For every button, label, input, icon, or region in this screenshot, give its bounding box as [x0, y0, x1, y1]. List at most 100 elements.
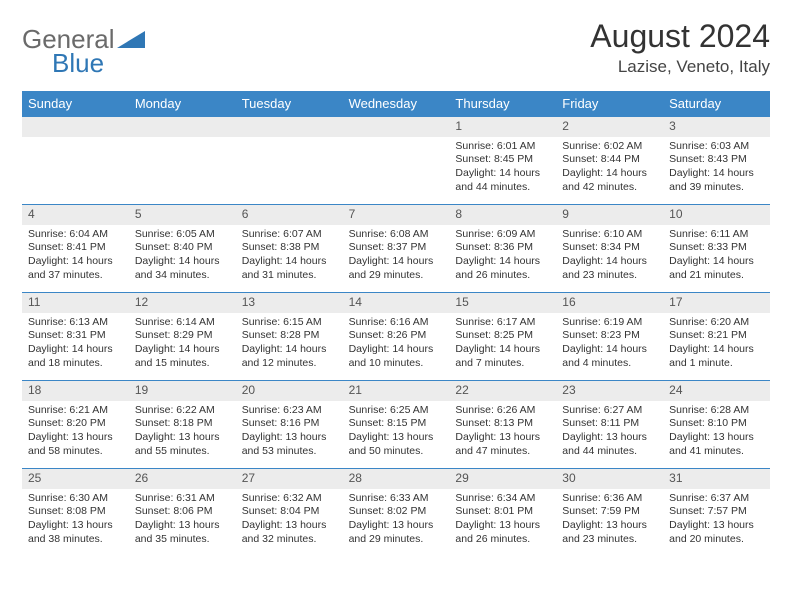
sunset-text: Sunset: 7:59 PM: [560, 505, 659, 519]
day-number-empty: [129, 117, 236, 137]
daylight-text-1: Daylight: 14 hours: [560, 343, 659, 357]
daylight-text-2: and 39 minutes.: [667, 181, 766, 195]
sunset-text: Sunset: 8:31 PM: [26, 329, 125, 343]
daylight-text-2: and 20 minutes.: [667, 533, 766, 547]
day-header: Thursday: [449, 91, 556, 116]
day-number: 29: [449, 469, 556, 489]
day-number: 31: [663, 469, 770, 489]
day-number: 28: [343, 469, 450, 489]
day-number: 13: [236, 293, 343, 313]
daylight-text-1: Daylight: 14 hours: [453, 343, 552, 357]
calendar-cell: 23Sunrise: 6:27 AMSunset: 8:11 PMDayligh…: [556, 380, 663, 468]
title-block: August 2024 Lazise, Veneto, Italy: [590, 18, 770, 77]
calendar-cell: 1Sunrise: 6:01 AMSunset: 8:45 PMDaylight…: [449, 116, 556, 204]
sunset-text: Sunset: 8:33 PM: [667, 241, 766, 255]
daylight-text-2: and 26 minutes.: [453, 533, 552, 547]
day-header: Wednesday: [343, 91, 450, 116]
daylight-text-2: and 29 minutes.: [347, 269, 446, 283]
daylight-text-2: and 38 minutes.: [26, 533, 125, 547]
daylight-text-2: and 23 minutes.: [560, 269, 659, 283]
calendar-cell: 19Sunrise: 6:22 AMSunset: 8:18 PMDayligh…: [129, 380, 236, 468]
day-header: Saturday: [663, 91, 770, 116]
calendar-cell: 8Sunrise: 6:09 AMSunset: 8:36 PMDaylight…: [449, 204, 556, 292]
sunset-text: Sunset: 8:45 PM: [453, 153, 552, 167]
month-title: August 2024: [590, 18, 770, 55]
day-number: 5: [129, 205, 236, 225]
daylight-text-1: Daylight: 13 hours: [240, 519, 339, 533]
calendar-cell: 20Sunrise: 6:23 AMSunset: 8:16 PMDayligh…: [236, 380, 343, 468]
sunrise-text: Sunrise: 6:01 AM: [453, 140, 552, 154]
day-number: 4: [22, 205, 129, 225]
calendar-cell: 28Sunrise: 6:33 AMSunset: 8:02 PMDayligh…: [343, 468, 450, 556]
day-header: Friday: [556, 91, 663, 116]
sunset-text: Sunset: 7:57 PM: [667, 505, 766, 519]
daylight-text-2: and 55 minutes.: [133, 445, 232, 459]
sunset-text: Sunset: 8:34 PM: [560, 241, 659, 255]
daylight-text-2: and 15 minutes.: [133, 357, 232, 371]
sunset-text: Sunset: 8:16 PM: [240, 417, 339, 431]
calendar-cell: 7Sunrise: 6:08 AMSunset: 8:37 PMDaylight…: [343, 204, 450, 292]
daylight-text-1: Daylight: 13 hours: [26, 431, 125, 445]
sunset-text: Sunset: 8:40 PM: [133, 241, 232, 255]
sunrise-text: Sunrise: 6:32 AM: [240, 492, 339, 506]
sunset-text: Sunset: 8:02 PM: [347, 505, 446, 519]
daylight-text-2: and 44 minutes.: [560, 445, 659, 459]
sunset-text: Sunset: 8:18 PM: [133, 417, 232, 431]
calendar-cell: 12Sunrise: 6:14 AMSunset: 8:29 PMDayligh…: [129, 292, 236, 380]
daylight-text-2: and 7 minutes.: [453, 357, 552, 371]
calendar-cell: 5Sunrise: 6:05 AMSunset: 8:40 PMDaylight…: [129, 204, 236, 292]
sunrise-text: Sunrise: 6:17 AM: [453, 316, 552, 330]
day-number: 17: [663, 293, 770, 313]
daylight-text-2: and 32 minutes.: [240, 533, 339, 547]
page-header: General August 2024 Lazise, Veneto, Ital…: [22, 18, 770, 77]
calendar-cell: 25Sunrise: 6:30 AMSunset: 8:08 PMDayligh…: [22, 468, 129, 556]
calendar-cell: 15Sunrise: 6:17 AMSunset: 8:25 PMDayligh…: [449, 292, 556, 380]
daylight-text-2: and 58 minutes.: [26, 445, 125, 459]
daylight-text-1: Daylight: 13 hours: [667, 519, 766, 533]
daylight-text-1: Daylight: 14 hours: [240, 255, 339, 269]
sunrise-text: Sunrise: 6:22 AM: [133, 404, 232, 418]
day-number: 3: [663, 117, 770, 137]
sunrise-text: Sunrise: 6:10 AM: [560, 228, 659, 242]
day-number: 16: [556, 293, 663, 313]
day-number-empty: [343, 117, 450, 137]
sunset-text: Sunset: 8:38 PM: [240, 241, 339, 255]
daylight-text-2: and 26 minutes.: [453, 269, 552, 283]
calendar-cell: 9Sunrise: 6:10 AMSunset: 8:34 PMDaylight…: [556, 204, 663, 292]
calendar-cell: [129, 116, 236, 204]
day-number: 19: [129, 381, 236, 401]
daylight-text-2: and 41 minutes.: [667, 445, 766, 459]
day-number: 12: [129, 293, 236, 313]
calendar-cell: 22Sunrise: 6:26 AMSunset: 8:13 PMDayligh…: [449, 380, 556, 468]
sunset-text: Sunset: 8:13 PM: [453, 417, 552, 431]
daylight-text-2: and 18 minutes.: [26, 357, 125, 371]
calendar-cell: 4Sunrise: 6:04 AMSunset: 8:41 PMDaylight…: [22, 204, 129, 292]
daylight-text-1: Daylight: 14 hours: [560, 167, 659, 181]
calendar-cell: 2Sunrise: 6:02 AMSunset: 8:44 PMDaylight…: [556, 116, 663, 204]
daylight-text-2: and 47 minutes.: [453, 445, 552, 459]
daylight-text-1: Daylight: 13 hours: [560, 519, 659, 533]
day-number: 23: [556, 381, 663, 401]
day-header: Sunday: [22, 91, 129, 116]
day-number: 14: [343, 293, 450, 313]
sunrise-text: Sunrise: 6:19 AM: [560, 316, 659, 330]
daylight-text-1: Daylight: 14 hours: [667, 343, 766, 357]
sunset-text: Sunset: 8:25 PM: [453, 329, 552, 343]
sunset-text: Sunset: 8:08 PM: [26, 505, 125, 519]
sunrise-text: Sunrise: 6:23 AM: [240, 404, 339, 418]
sunrise-text: Sunrise: 6:20 AM: [667, 316, 766, 330]
calendar-cell: 24Sunrise: 6:28 AMSunset: 8:10 PMDayligh…: [663, 380, 770, 468]
day-number: 26: [129, 469, 236, 489]
sunset-text: Sunset: 8:15 PM: [347, 417, 446, 431]
day-number: 21: [343, 381, 450, 401]
sunset-text: Sunset: 8:10 PM: [667, 417, 766, 431]
daylight-text-2: and 10 minutes.: [347, 357, 446, 371]
daylight-text-2: and 1 minute.: [667, 357, 766, 371]
sunrise-text: Sunrise: 6:07 AM: [240, 228, 339, 242]
sunset-text: Sunset: 8:21 PM: [667, 329, 766, 343]
daylight-text-2: and 50 minutes.: [347, 445, 446, 459]
daylight-text-2: and 37 minutes.: [26, 269, 125, 283]
sunrise-text: Sunrise: 6:31 AM: [133, 492, 232, 506]
logo-triangle-icon: [117, 26, 145, 53]
daylight-text-1: Daylight: 13 hours: [133, 519, 232, 533]
